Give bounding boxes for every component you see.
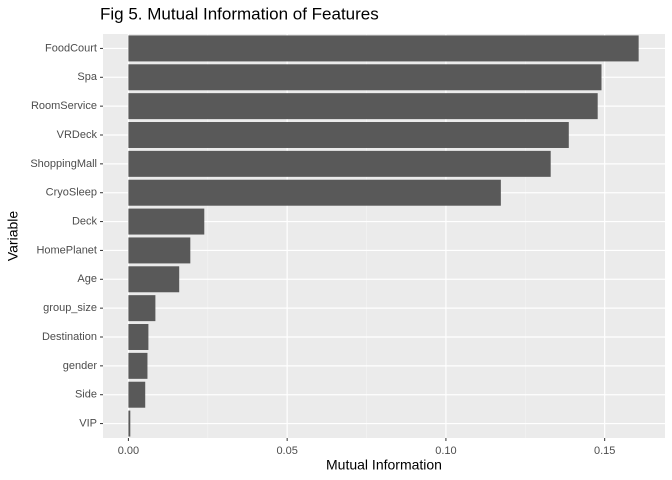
y-tick-label: Destination <box>42 331 97 343</box>
y-tick-label: HomePlanet <box>36 244 97 256</box>
x-tick-label: 0.00 <box>118 445 139 457</box>
bar <box>128 122 569 148</box>
y-tick-label: ShoppingMall <box>30 158 97 170</box>
bar <box>128 208 205 235</box>
y-tick-label: gender <box>63 360 98 372</box>
bar <box>128 93 598 120</box>
bar <box>128 295 156 322</box>
y-tick-label: Deck <box>72 215 98 227</box>
y-tick-label: RoomService <box>31 100 97 112</box>
x-tick-label: 0.05 <box>276 445 297 457</box>
x-tick-label: 0.15 <box>594 445 615 457</box>
bar <box>128 352 148 379</box>
chart-title: Fig 5. Mutual Information of Features <box>100 4 379 23</box>
y-tick-label: VIP <box>79 417 97 429</box>
y-tick-label: Side <box>75 389 97 401</box>
bar <box>128 324 149 350</box>
y-tick-label: group_size <box>43 302 97 314</box>
bar <box>128 150 551 177</box>
bar <box>128 266 180 293</box>
bar <box>128 179 501 206</box>
bar <box>128 410 131 437</box>
y-tick-label: CryoSleep <box>46 187 97 199</box>
y-tick-label: Spa <box>77 71 97 83</box>
bar <box>128 237 191 264</box>
x-tick-label: 0.10 <box>435 445 456 457</box>
y-tick-label: Age <box>77 273 97 285</box>
bar <box>128 64 602 91</box>
y-axis-title: Variable <box>5 211 21 262</box>
x-axis-title: Mutual Information <box>326 457 442 473</box>
y-tick-label: VRDeck <box>57 129 98 141</box>
y-tick-label: FoodCourt <box>45 42 97 54</box>
bar <box>128 35 639 62</box>
bar <box>128 381 146 408</box>
